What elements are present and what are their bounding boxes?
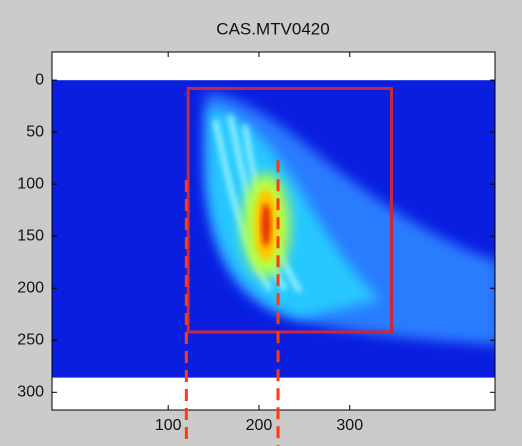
y-tick-label: 50 [26, 123, 44, 140]
y-tick-label: 150 [17, 227, 44, 244]
x-tick-label: 300 [336, 417, 363, 434]
y-tick-label: 200 [17, 279, 44, 296]
roi-rectangle [186, 86, 394, 334]
chart-title: CAS.MTV0420 [216, 19, 329, 38]
plume-core [261, 203, 271, 247]
x-tick-label: 100 [155, 417, 182, 434]
y-tick-label: 100 [17, 175, 44, 192]
axes-frame [51, 51, 496, 411]
y-tick-label: 0 [35, 71, 44, 88]
y-tick-label: 250 [17, 331, 44, 348]
x-tick-label: 200 [246, 417, 273, 434]
y-tick-label: 300 [17, 384, 44, 401]
